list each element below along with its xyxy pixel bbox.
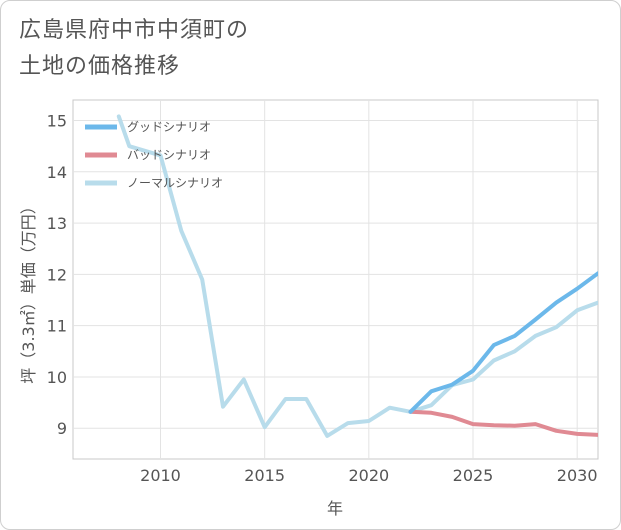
series-layer [116,114,598,438]
legend-label-1: バッドシナリオ [127,148,211,162]
y-tick-label: 10 [47,368,67,387]
y-axis-ticks: 9 10 11 12 13 14 15 [47,112,67,439]
page-title: 広島県府中市中須町の 土地の価格推移 [19,13,249,85]
x-tick-label: 2020 [348,466,389,485]
x-tick-label: 2015 [244,466,285,485]
series-line-0 [408,271,598,414]
y-tick-label: 12 [47,265,67,284]
series-line-1 [408,409,598,437]
y-tick-label: 15 [47,112,67,131]
y-tick-label: 11 [47,317,67,336]
y-tick-label: 13 [47,214,67,233]
y-tick-label: 9 [57,419,67,438]
title-line-1: 広島県府中市中須町の [19,18,250,43]
x-tick-label: 2025 [453,466,494,485]
x-axis-label: 年 [327,499,343,518]
y-axis-label: 坪（3.3㎡）単価（万円） [19,198,38,383]
legend-label-0: グッドシナリオ [127,120,211,134]
x-axis-ticks: 2010 2015 2020 2025 2030 [140,466,597,485]
x-tick-label: 2030 [557,466,598,485]
series-line-2 [116,114,598,438]
y-tick-label: 14 [47,163,67,182]
title-line-2: 土地の価格推移 [19,54,181,79]
legend-label-2: ノーマルシナリオ [127,176,223,190]
x-tick-label: 2010 [140,466,181,485]
